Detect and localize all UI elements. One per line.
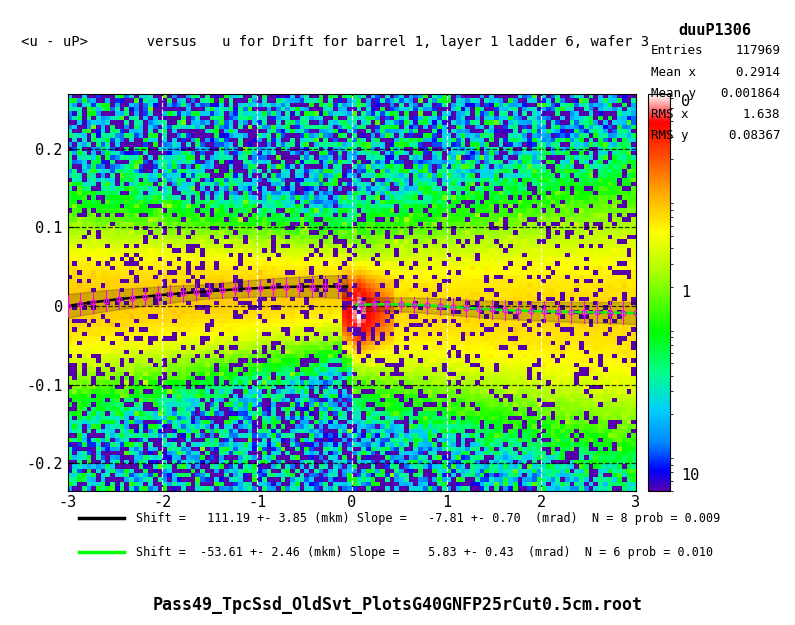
Text: 1.638: 1.638 <box>743 107 781 121</box>
Text: 1: 1 <box>681 285 690 299</box>
Text: Shift =  -53.61 +- 2.46 (mkm) Slope =    5.83 +- 0.43  (mrad)  N = 6 prob = 0.01: Shift = -53.61 +- 2.46 (mkm) Slope = 5.8… <box>136 546 713 559</box>
Text: RMS y: RMS y <box>651 129 688 142</box>
Text: Mean y: Mean y <box>651 87 696 99</box>
Text: 117969: 117969 <box>735 44 781 58</box>
Text: Entries: Entries <box>651 44 704 58</box>
Text: 0: 0 <box>681 94 690 109</box>
Text: 0.08367: 0.08367 <box>728 129 781 142</box>
Text: duuP1306: duuP1306 <box>679 22 751 38</box>
Text: <u - uP>       versus   u for Drift for barrel 1, layer 1 ladder 6, wafer 3: <u - uP> versus u for Drift for barrel 1… <box>21 35 649 49</box>
Text: Shift =   111.19 +- 3.85 (mkm) Slope =   -7.81 +- 0.70  (mrad)  N = 8 prob = 0.0: Shift = 111.19 +- 3.85 (mkm) Slope = -7.… <box>136 512 720 525</box>
Text: 10: 10 <box>681 468 700 482</box>
Text: 0.2914: 0.2914 <box>735 66 781 79</box>
Text: 0.001864: 0.001864 <box>720 87 781 99</box>
Text: Mean x: Mean x <box>651 66 696 79</box>
Text: Pass49_TpcSsd_OldSvt_PlotsG40GNFP25rCut0.5cm.root: Pass49_TpcSsd_OldSvt_PlotsG40GNFP25rCut0… <box>153 596 642 614</box>
Text: RMS x: RMS x <box>651 107 688 121</box>
